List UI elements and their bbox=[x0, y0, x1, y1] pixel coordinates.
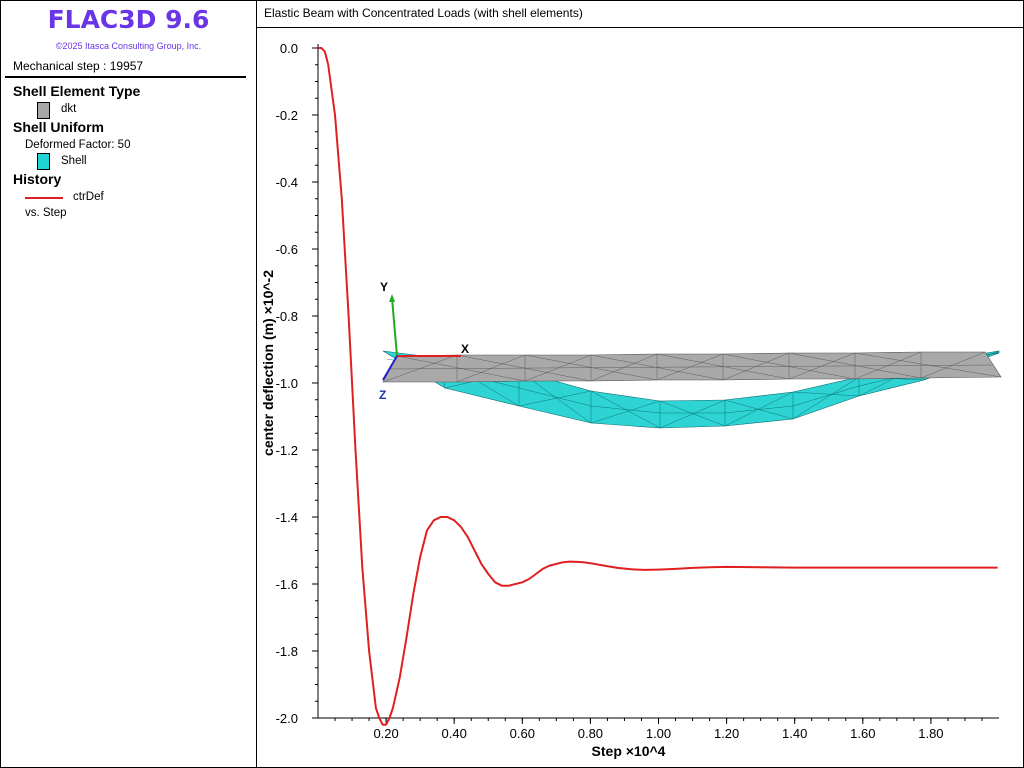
shell-swatch bbox=[37, 153, 50, 170]
x-tick-label: 0.60 bbox=[510, 726, 535, 741]
y-tick-label: -1.8 bbox=[276, 644, 298, 659]
plot-panel: Elastic Beam with Concentrated Loads (wi… bbox=[257, 1, 1023, 767]
legend-panel: FLAC3D 9.6 ©2025 Itasca Consulting Group… bbox=[1, 1, 257, 767]
plot-area[interactable]: Y X Z 0.0 -0.2 -0.4 -0.6 -0.8 -1.0 -1.2 -1.4 -1.… bbox=[257, 28, 1023, 768]
x-tick-label: 0.80 bbox=[578, 726, 603, 741]
y-tick-label: -1.4 bbox=[276, 510, 298, 525]
x-tick-label: 0.20 bbox=[373, 726, 398, 741]
axis-y-label: Y bbox=[380, 280, 388, 294]
x-axis-title: Step ×10^4 bbox=[592, 743, 666, 759]
title-divider bbox=[257, 27, 1023, 28]
y-axis-title: center deflection (m) ×10^-2 bbox=[260, 270, 276, 456]
chart-layer: 0.0 -0.2 -0.4 -0.6 -0.8 -1.0 -1.2 -1.4 -1.6 -1.8 -… bbox=[260, 41, 999, 759]
mechanical-step: Mechanical step : 19957 bbox=[13, 59, 144, 73]
y-tick-label: -0.2 bbox=[276, 108, 298, 123]
undeformed-shell-mesh bbox=[382, 351, 1002, 383]
x-tick-label: 1.60 bbox=[850, 726, 875, 741]
y-tick-label: -2.0 bbox=[276, 711, 298, 726]
y-tick-label: -0.8 bbox=[276, 309, 298, 324]
deformed-factor-label: Deformed Factor: 50 bbox=[25, 139, 131, 151]
copyright-text: ©2025 Itasca Consulting Group, Inc. bbox=[55, 41, 202, 51]
axis-x-label: X bbox=[461, 342, 469, 356]
x-tick-label: 1.20 bbox=[714, 726, 739, 741]
y-tick-label: 0.0 bbox=[280, 41, 298, 56]
shell-uniform-heading: Shell Uniform bbox=[13, 119, 105, 135]
shell-label: Shell bbox=[61, 155, 87, 167]
shell-type-heading: Shell Element Type bbox=[13, 83, 141, 99]
x-tick-label: 1.40 bbox=[782, 726, 807, 741]
shell-model bbox=[382, 350, 1002, 429]
ctrdef-legend-line bbox=[25, 197, 63, 199]
dkt-label: dkt bbox=[61, 103, 77, 115]
app-title: FLAC3D 9.6 bbox=[47, 5, 210, 34]
y-tick-label: -1.6 bbox=[276, 577, 298, 592]
y-tick-label: -0.4 bbox=[276, 175, 298, 190]
dkt-swatch bbox=[37, 102, 50, 119]
x-tick-label: 0.40 bbox=[442, 726, 467, 741]
y-tick-label: -1.0 bbox=[276, 376, 298, 391]
legend-divider bbox=[5, 76, 246, 78]
chart-title: Elastic Beam with Concentrated Loads (wi… bbox=[264, 6, 583, 20]
y-tick-label: -0.6 bbox=[276, 242, 298, 257]
axes-triad: Y X Z bbox=[379, 280, 469, 402]
x-tick-label: 1.00 bbox=[646, 726, 671, 741]
x-tick-label: 1.80 bbox=[918, 726, 943, 741]
y-tick-label: -1.2 bbox=[276, 443, 298, 458]
axis-z-label: Z bbox=[379, 388, 386, 402]
history-heading: History bbox=[13, 171, 62, 187]
ctrdef-label: ctrDef bbox=[73, 191, 104, 203]
vs-step-label: vs. Step bbox=[25, 207, 67, 219]
series-line-ctrDef bbox=[318, 47, 998, 726]
